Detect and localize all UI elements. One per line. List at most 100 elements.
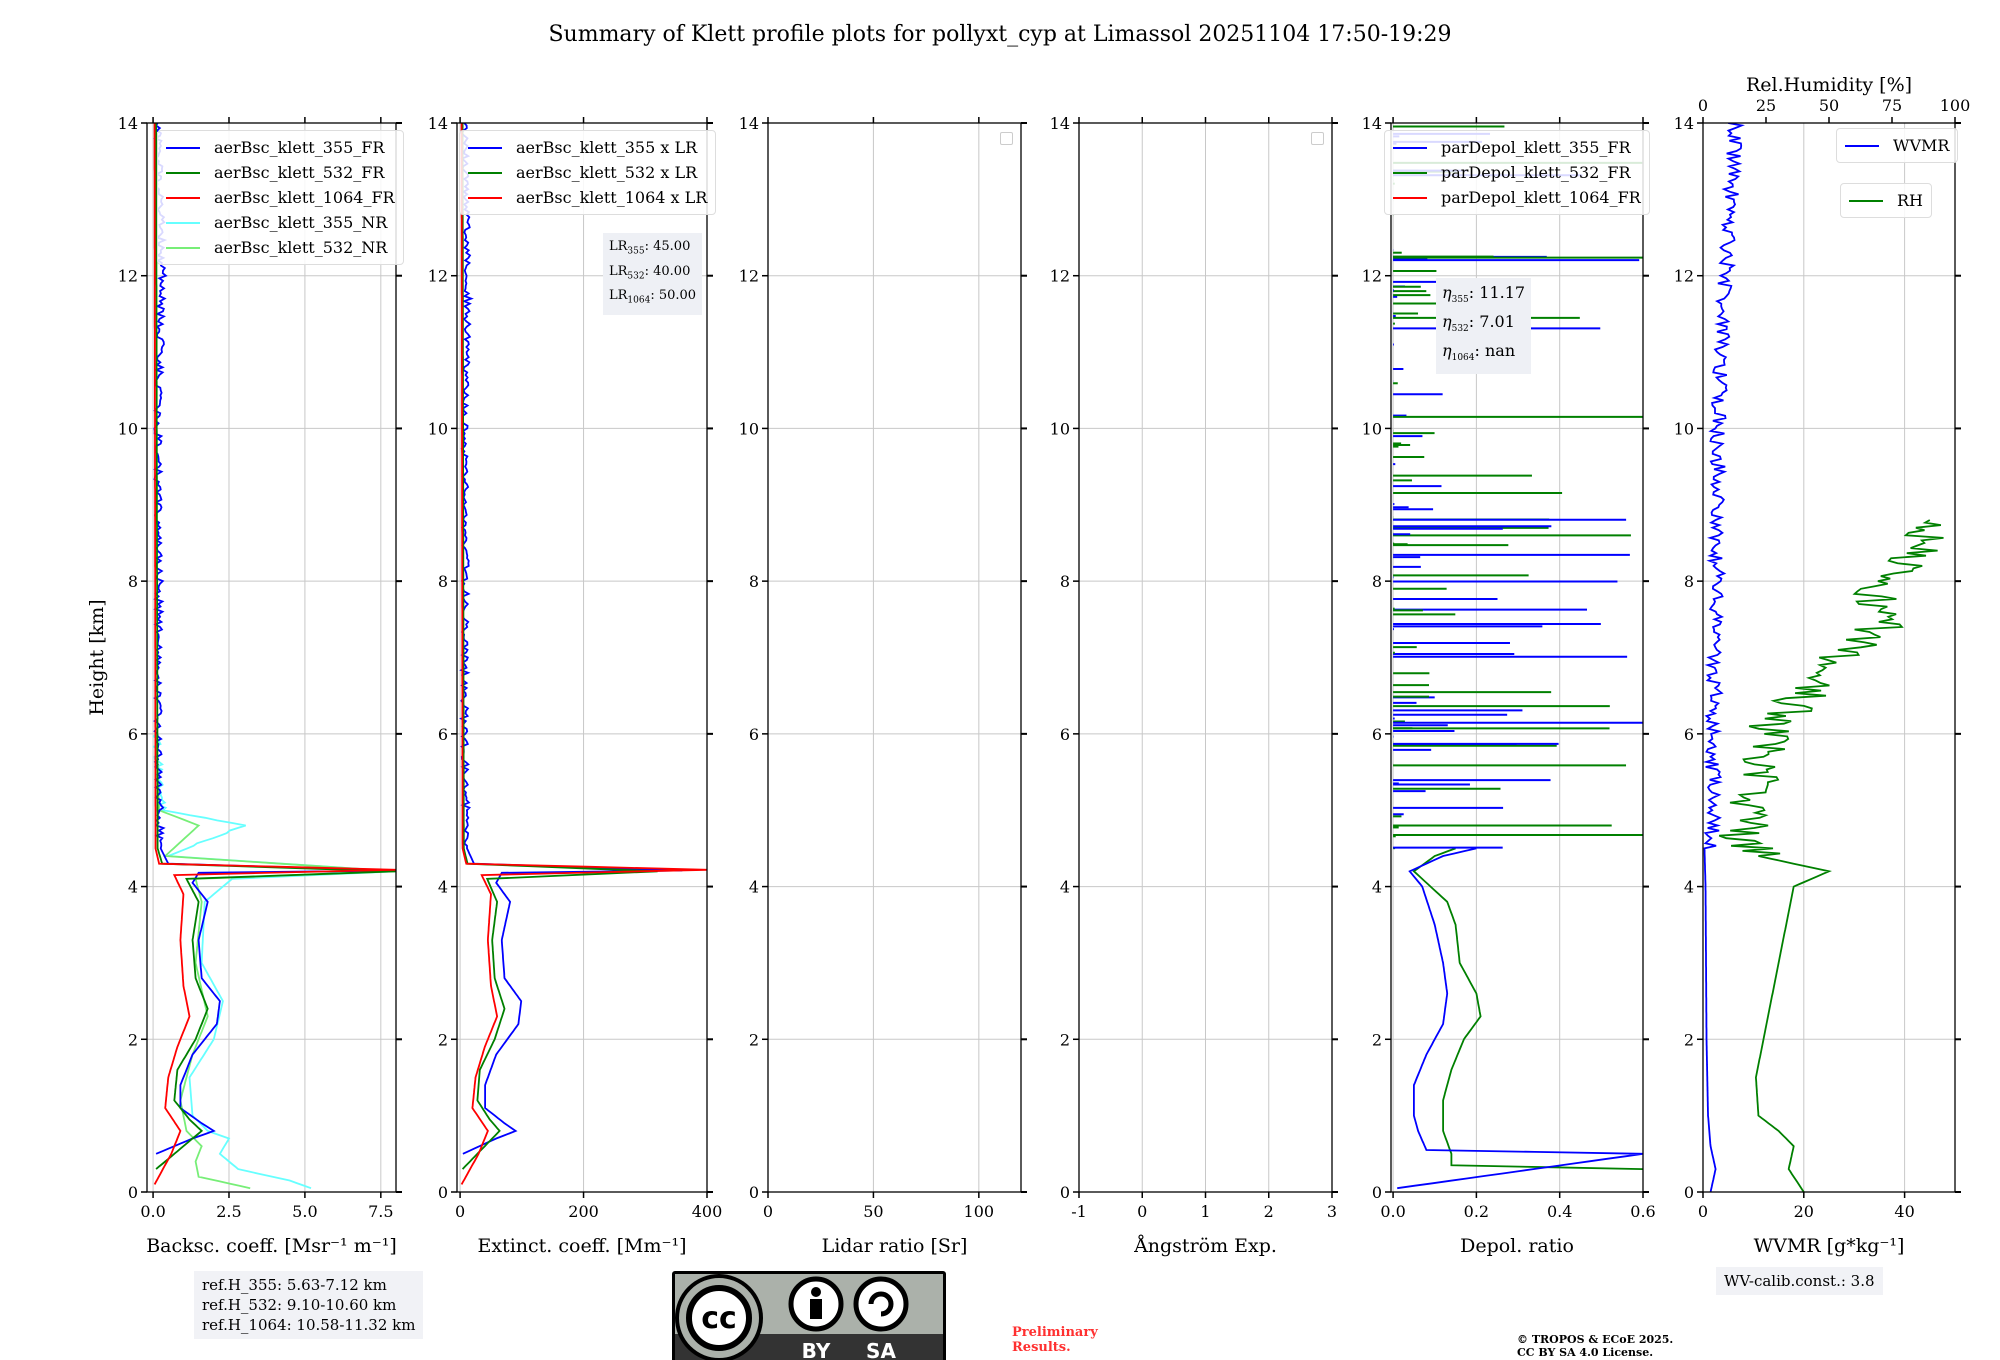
y-axis-label: Height [km] [86, 599, 108, 715]
legend-label: aerBsc_klett_532_FR [214, 163, 385, 182]
top-x-tick-label: 25 [1756, 96, 1776, 115]
legend-swatch [1845, 144, 1879, 147]
ref-height-532: ref.H_532: 9.10-10.60 km [202, 1296, 397, 1314]
eta-sub: 355 [1451, 295, 1469, 306]
x-tick-label: 0.4 [1547, 1202, 1572, 1221]
copyright-line: © TROPOS & ECoE 2025. [1517, 1333, 1674, 1346]
legend-swatch [166, 196, 200, 199]
eta-label: η [1442, 341, 1452, 361]
ref-height-355: ref.H_355: 5.63-7.12 km [202, 1276, 387, 1294]
x-tick-label: -1 [1071, 1202, 1087, 1221]
y-tick-label: 2 [1372, 1030, 1382, 1049]
y-tick-label: 2 [438, 1030, 448, 1049]
y-tick-label: 4 [1060, 878, 1070, 897]
lr-label: LR [609, 288, 628, 304]
legend-swatch [468, 171, 502, 174]
series-line-aerBsc_klett_355_FR [459, 123, 683, 1155]
wv-calib-box: WV-calib.const.: 3.8 [1716, 1267, 1883, 1295]
x-tick-label: 2.5 [216, 1202, 241, 1221]
y-tick-label: 14 [739, 114, 759, 133]
angstrom-eta-box: η355: 11.17 η532: 7.01 η1064: nan [1436, 278, 1532, 374]
y-tick-label: 8 [749, 572, 759, 591]
y-tick-label: 4 [1684, 878, 1694, 897]
y-tick-label: 14 [428, 114, 448, 133]
series-group [152, 123, 396, 1190]
lr355-value: 45.00 [653, 239, 691, 254]
x-tick-label: 0 [763, 1202, 773, 1221]
legend-swatch [1393, 196, 1427, 199]
eta355-value: 11.17 [1479, 283, 1526, 302]
lr-label: LR [609, 263, 628, 279]
y-tick-label: 14 [1362, 114, 1382, 133]
series-line-aerBsc_klett_355_NR [152, 733, 396, 1190]
legend-extinction: aerBsc_klett_355 x LR aerBsc_klett_532 x… [459, 130, 717, 215]
y-tick-label: 12 [118, 267, 138, 286]
series-line-aerBsc_klett_532_FR [155, 123, 396, 1170]
y-tick-label: 2 [1060, 1030, 1070, 1049]
x-tick-label: 40 [1894, 1202, 1914, 1221]
cc-text: cc [701, 1301, 737, 1336]
x-tick-label: 7.5 [368, 1202, 393, 1221]
figure-title: Summary of Klett profile plots for polly… [548, 22, 1452, 47]
y-tick-label: 12 [428, 267, 448, 286]
x-tick-label: 5.0 [292, 1202, 317, 1221]
y-tick-label: 10 [1050, 419, 1070, 438]
x-tick-label: 0.0 [140, 1202, 165, 1221]
top-x-tick-label: 50 [1819, 96, 1839, 115]
y-tick-label: 4 [128, 878, 138, 897]
lidar-ratio-box: LR355: 45.00 LR532: 40.00 LR1064: 50.00 [603, 233, 703, 315]
x-tick-label: 200 [568, 1202, 599, 1221]
y-tick-label: 10 [428, 419, 448, 438]
legend-label: aerBsc_klett_1064 x LR [516, 188, 708, 207]
series-line-aerBsc_klett_532_FR [461, 123, 658, 1170]
prelim-line: Results. [1012, 1340, 1071, 1355]
y-tick-label: 10 [1674, 419, 1694, 438]
y-tick-label: 12 [1362, 267, 1382, 286]
panel-lr: 0 2 4 6 8 10 12 14 0 50 100 Lidar ratio [Sr] [739, 114, 1027, 1257]
y-tick-label: 0 [1684, 1183, 1694, 1202]
y-tick-label: 12 [1674, 267, 1694, 286]
copyright-line: CC BY SA 4.0 License. [1517, 1346, 1654, 1359]
top-x-tick-label: 75 [1882, 96, 1902, 115]
series-group [1393, 125, 1643, 1190]
y-tick-label: 0 [1372, 1183, 1382, 1202]
axes-frame [146, 122, 397, 1193]
y-tick-label: 10 [118, 419, 138, 438]
cc-sa-text: SA [866, 1339, 896, 1360]
eta1064-value: nan [1484, 341, 1516, 361]
legend-backscatter: aerBsc_klett_355_FR aerBsc_klett_532_FR … [157, 130, 404, 265]
legend-swatch [1393, 171, 1427, 174]
series-line-aerBsc_klett_532_NR [155, 733, 396, 1190]
y-tick-label: 6 [438, 725, 448, 744]
series-line-RH [1718, 519, 1944, 1192]
legend-label: aerBsc_klett_1064_FR [214, 188, 395, 207]
x-axis-label: Backsc. coeff. [Msr⁻¹ m⁻¹] [146, 1235, 397, 1257]
axes-frame [1390, 122, 1644, 1193]
x-tick-label: 0.6 [1630, 1202, 1655, 1221]
legend-label: parDepol_klett_355_FR [1441, 138, 1631, 157]
x-tick-label: 0 [1137, 1202, 1147, 1221]
x-axis-label: Depol. ratio [1460, 1235, 1574, 1257]
eta-label: η [1442, 283, 1452, 302]
legend-swatch [1393, 146, 1427, 149]
lr-sub: 1064 [627, 295, 651, 306]
top-x-tick-label: 100 [1940, 96, 1971, 115]
legend-label: parDepol_klett_1064_FR [1441, 188, 1641, 207]
panel-ext: 0 2 4 6 8 10 12 14 0 200 400 Extinct. coeff. [Mm⁻¹] [428, 114, 723, 1257]
series-line-aerBsc_klett_1064_FR [460, 123, 707, 1185]
legend-label: aerBsc_klett_355 x LR [516, 138, 698, 157]
lr1064-value: 50.00 [658, 288, 697, 304]
y-tick-label: 6 [1060, 725, 1070, 744]
legend-swatch [468, 196, 502, 199]
x-tick-label: 3 [1327, 1202, 1337, 1221]
top-x-tick-label: 0 [1698, 96, 1708, 115]
y-tick-label: 0 [1060, 1183, 1070, 1202]
legend-lidar-ratio-empty [1000, 132, 1013, 145]
axes-frame [456, 122, 708, 1193]
y-tick-label: 8 [1060, 572, 1070, 591]
y-tick-label: 12 [1050, 267, 1070, 286]
y-tick-label: 0 [128, 1183, 138, 1202]
x-tick-label: 50 [863, 1202, 883, 1221]
